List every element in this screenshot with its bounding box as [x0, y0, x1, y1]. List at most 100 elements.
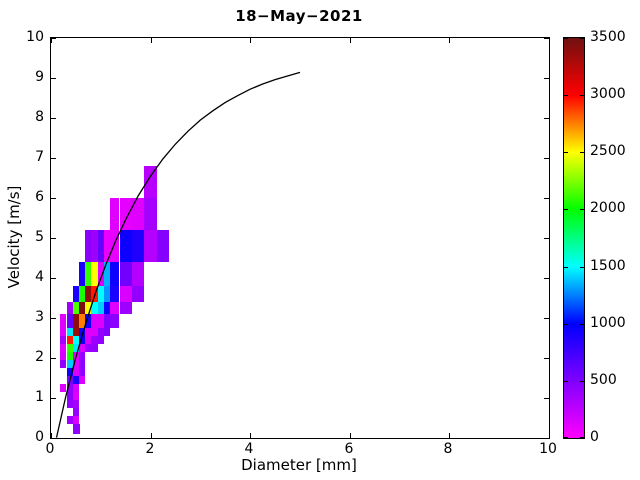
y-tick-label: 7 [35, 149, 44, 165]
heatmap-cell [72, 424, 81, 434]
heatmap-cell [85, 262, 92, 286]
colorbar-gradient [564, 38, 584, 438]
axis-tick [564, 209, 568, 210]
heatmap-cell [72, 400, 79, 408]
axis-tick [580, 324, 584, 325]
heatmap-cell [72, 392, 79, 400]
heatmap-cell [97, 302, 104, 314]
axis-tick [51, 38, 56, 39]
colorbar-tick-label: 1500 [590, 258, 626, 274]
y-tick-label: 9 [35, 69, 44, 85]
heatmap-cell [91, 336, 98, 344]
heatmap-cell [131, 262, 145, 286]
heatmap-cell [79, 302, 86, 314]
axis-tick [449, 433, 450, 438]
axis-tick [51, 358, 56, 359]
axis-tick [51, 438, 56, 439]
axis-tick [564, 381, 568, 382]
heatmap-cell [72, 328, 79, 336]
heatmap-cell [110, 262, 120, 286]
heatmap-cell [60, 314, 67, 328]
heatmap-cell [79, 352, 86, 360]
y-tick-label: 4 [35, 269, 44, 285]
heatmap-cell [72, 376, 79, 384]
heatmap-cell [119, 286, 132, 302]
heatmap-cell [66, 344, 73, 352]
heatmap-cell [85, 302, 92, 314]
axis-tick [51, 198, 56, 199]
axis-tick [51, 238, 56, 239]
axis-tick [51, 398, 56, 399]
heatmap-cell [110, 230, 120, 262]
axis-tick [250, 433, 251, 438]
heatmap-cell [91, 230, 98, 262]
heatmap-cell [85, 314, 92, 328]
heatmap-cell [103, 230, 111, 262]
heatmap-cell [131, 286, 145, 302]
axis-tick [544, 118, 549, 119]
heatmap-cell [79, 336, 86, 344]
heatmap-cell [110, 314, 120, 328]
heatmap-cell [66, 360, 73, 368]
heatmap-cell [60, 352, 67, 360]
heatmap-cell [91, 302, 98, 314]
heatmap-cell [79, 328, 86, 336]
heatmap-cell [79, 376, 86, 384]
axis-tick [564, 437, 568, 438]
y-tick-label: 1 [35, 389, 44, 405]
heatmap-cell [72, 286, 79, 302]
heatmap-cell [66, 416, 73, 424]
axis-tick [51, 78, 56, 79]
heatmap-cell [110, 198, 120, 230]
heatmap-cell [72, 344, 79, 352]
heatmap-cell [85, 286, 92, 302]
axis-tick [549, 433, 550, 438]
heatmap-cell [60, 360, 67, 368]
heatmap-cell [97, 336, 104, 344]
axis-tick [51, 38, 52, 43]
heatmap-cell [66, 302, 73, 314]
axis-tick [51, 278, 56, 279]
heatmap-cell [131, 230, 145, 262]
heatmap-cell [85, 336, 92, 344]
heatmap-cell [72, 302, 79, 314]
heatmap-cell [110, 302, 120, 314]
y-tick-label: 5 [35, 229, 44, 245]
y-axis-label: Velocity [m/s] [5, 185, 23, 289]
axis-tick [350, 38, 351, 43]
axis-tick [544, 398, 549, 399]
heatmap-cell [79, 360, 86, 368]
axis-tick [250, 38, 251, 43]
axis-tick [580, 38, 584, 39]
axis-tick [544, 438, 549, 439]
heatmap-cell [72, 408, 79, 416]
heatmap-cell [72, 336, 79, 344]
axis-tick [580, 437, 584, 438]
heatmap-cell [72, 314, 79, 328]
heatmap-cell [119, 230, 132, 262]
axis-tick [564, 95, 568, 96]
heatmap-cell [79, 344, 86, 352]
heatmap-cell [79, 262, 86, 286]
axis-tick [564, 267, 568, 268]
colorbar-tick-label: 3500 [590, 29, 626, 45]
axis-tick [544, 198, 549, 199]
axis-tick [549, 38, 550, 43]
heatmap-cell [85, 328, 92, 336]
axis-tick [544, 318, 549, 319]
axis-tick [151, 38, 152, 43]
heatmap-cell [72, 360, 79, 368]
heatmap-cell [110, 286, 120, 302]
heatmap-cell [119, 198, 132, 230]
y-tick-label: 10 [26, 29, 44, 45]
heatmap-cell [156, 230, 170, 262]
x-tick-label: 2 [145, 441, 155, 457]
heatmap-cell [91, 262, 98, 286]
heatmap-cell [66, 368, 73, 376]
heatmap-cell [103, 262, 111, 286]
axis-tick [544, 278, 549, 279]
axis-tick [51, 158, 56, 159]
y-tick-label: 0 [35, 429, 44, 445]
heatmap-cell [66, 384, 73, 392]
